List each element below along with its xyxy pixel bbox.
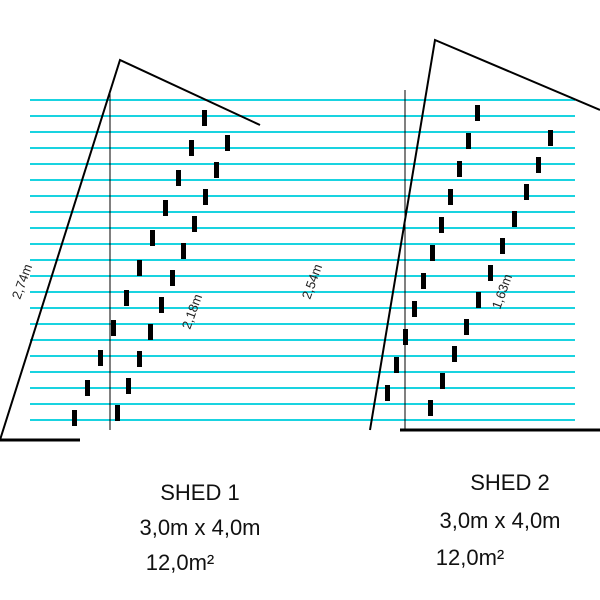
stud <box>137 260 142 276</box>
stud <box>225 135 230 151</box>
right-size: 3,0m x 4,0m <box>439 508 560 533</box>
right-height: 2,54m <box>299 262 325 301</box>
stud <box>181 243 186 259</box>
stud <box>412 301 417 317</box>
stud <box>203 189 208 205</box>
stud <box>159 297 164 313</box>
stud <box>192 216 197 232</box>
stud <box>126 378 131 394</box>
stud <box>111 320 116 336</box>
left-area: 12,0m² <box>146 550 214 575</box>
stud <box>488 265 493 281</box>
left-roof <box>0 58 261 441</box>
left-shed-frame <box>0 58 261 442</box>
left-size: 3,0m x 4,0m <box>139 515 260 540</box>
stud <box>464 319 469 335</box>
right-name: SHED 2 <box>470 470 549 495</box>
stud <box>176 170 181 186</box>
stud <box>72 410 77 426</box>
stud <box>428 400 433 416</box>
stud <box>452 346 457 362</box>
stud <box>137 351 142 367</box>
stud <box>457 161 462 177</box>
stud <box>150 230 155 246</box>
stud <box>500 238 505 254</box>
stud <box>394 357 399 373</box>
right-shed-frame <box>369 38 600 432</box>
left-name: SHED 1 <box>160 480 239 505</box>
stud <box>98 350 103 366</box>
stud <box>385 385 390 401</box>
left-height: 2,74m <box>9 262 35 301</box>
stud <box>115 405 120 421</box>
hatching <box>30 99 575 426</box>
stud <box>421 273 426 289</box>
stud <box>475 105 480 121</box>
stud <box>536 157 541 173</box>
left-inner-height: 2,18m <box>179 292 205 331</box>
stud <box>512 211 517 227</box>
stud <box>163 200 168 216</box>
stud <box>466 133 471 149</box>
stud <box>124 290 129 306</box>
stud <box>430 245 435 261</box>
stud <box>439 217 444 233</box>
stud <box>85 380 90 396</box>
stud <box>202 110 207 126</box>
stud <box>170 270 175 286</box>
stud <box>440 373 445 389</box>
stud <box>524 184 529 200</box>
stud <box>189 140 194 156</box>
stud <box>214 162 219 178</box>
stud <box>476 292 481 308</box>
right-roof <box>369 38 600 431</box>
stud <box>448 189 453 205</box>
stud <box>148 324 153 340</box>
right-area: 12,0m² <box>436 545 504 570</box>
stud <box>548 130 553 146</box>
